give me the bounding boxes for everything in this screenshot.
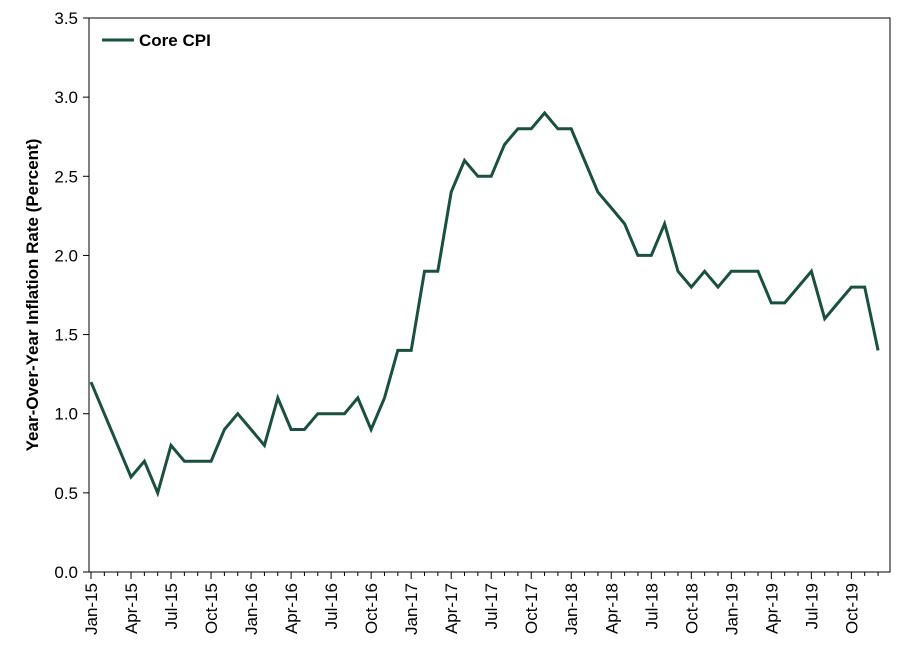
x-tick-label: Oct-19 (842, 583, 861, 634)
x-tick-label: Jan-18 (562, 583, 581, 635)
x-tick-label: Oct-15 (202, 583, 221, 634)
y-tick-label: 0.0 (54, 563, 78, 582)
x-tick-label: Jan-15 (82, 583, 101, 635)
series-line-core-cpi (89, 110, 880, 498)
plot-area (88, 17, 891, 573)
x-tick-label: Oct-17 (522, 583, 541, 634)
y-tick-label: 1.5 (54, 326, 78, 345)
x-tick-label: Jul-17 (482, 583, 501, 629)
y-tick-label: 0.5 (54, 484, 78, 503)
legend: Core CPI (102, 31, 211, 50)
y-tick-label: 2.0 (54, 246, 78, 265)
x-axis: Jan-15 Apr-15 Jul-15 Oct-15 Jan-16 Apr-16 Jul-… (82, 572, 879, 635)
x-tick-label: Jul-18 (642, 583, 661, 629)
y-tick-label: 3.5 (54, 9, 78, 28)
y-tick-label: 3.0 (54, 88, 78, 107)
x-tick-label: Jan-16 (242, 583, 261, 635)
x-tick-label: Apr-15 (122, 583, 141, 634)
x-tick-label: Apr-19 (762, 583, 781, 634)
y-tick-label: 1.0 (54, 405, 78, 424)
x-tick-label: Oct-18 (682, 583, 701, 634)
series-layer (89, 110, 880, 498)
x-tick-label: Oct-16 (362, 583, 381, 634)
x-tick-label: Apr-16 (282, 583, 301, 634)
y-tick-label: 2.5 (54, 167, 78, 186)
legend-label: Core CPI (139, 31, 211, 50)
x-tick-label: Apr-17 (442, 583, 461, 634)
x-tick-label: Apr-18 (602, 583, 621, 634)
x-tick-label: Jul-19 (802, 583, 821, 629)
y-axis-title: Year-Over-Year Inflation Rate (Percent) (23, 139, 42, 452)
x-tick-label: Jan-19 (722, 583, 741, 635)
x-tick-label: Jul-15 (162, 583, 181, 629)
y-axis: 0.0 0.5 1.0 1.5 2.0 2.5 3.0 3.5 (54, 9, 89, 582)
x-tick-label: Jul-16 (322, 583, 341, 629)
x-tick-label: Jan-17 (402, 583, 421, 635)
